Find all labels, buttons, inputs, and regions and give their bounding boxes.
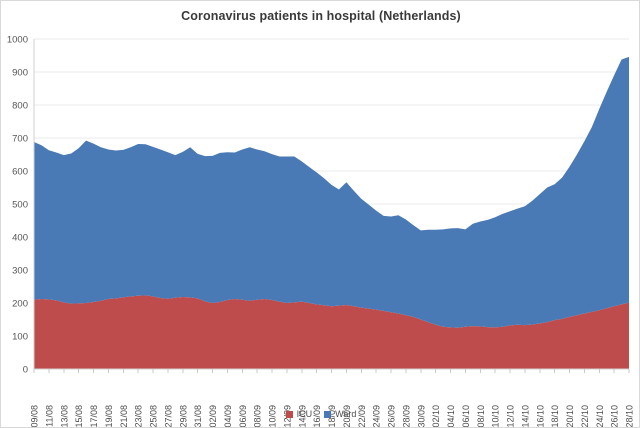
y-axis-tick-label: 300: [12, 265, 28, 276]
x-axis-tick-label: 24/10: [595, 405, 605, 428]
chart-title: Coronavirus patients in hospital (Nether…: [181, 9, 461, 23]
legend-swatch-icon: [285, 410, 293, 418]
chart-legend: ICU Ward: [1, 409, 639, 419]
x-axis-tick-label: 26/10: [610, 405, 620, 428]
x-axis-tick-label: 14/09: [297, 405, 307, 428]
x-axis-tick-label: 20/10: [565, 405, 575, 428]
x-axis-tick-label: 22/09: [357, 405, 367, 428]
x-axis-tick-label: 29/08: [178, 405, 188, 428]
x-axis-tick-label: 06/09: [238, 405, 248, 428]
y-axis-tick-label: 700: [12, 133, 28, 144]
y-axis-tick-label: 0: [23, 364, 28, 375]
x-axis-tick-label: 12/10: [506, 405, 516, 428]
x-axis-tick-label: 06/10: [461, 405, 471, 428]
x-axis-tick-label: 28/10: [625, 405, 635, 428]
y-axis-tick-label: 800: [12, 100, 28, 111]
x-axis-tick-label: 20/09: [342, 405, 352, 428]
x-axis-tick-label: 17/08: [89, 405, 99, 428]
x-axis-tick-label: 26/09: [387, 405, 397, 428]
x-axis-tick-label: 14/10: [520, 405, 530, 428]
x-axis-tick-label: 22/10: [580, 405, 590, 428]
x-axis-tick-label: 18/09: [327, 405, 337, 428]
x-axis-tick-label: 24/09: [372, 405, 382, 428]
x-axis-tick-label: 15/08: [74, 405, 84, 428]
x-axis-tick-label: 19/08: [104, 405, 114, 428]
x-axis-tick-label: 02/09: [208, 405, 218, 428]
x-axis-tick-label: 08/09: [253, 405, 263, 428]
x-axis-tick-label: 31/08: [193, 405, 203, 428]
y-axis-tick-label: 600: [12, 166, 28, 177]
x-axis-tick-label: 09/08: [30, 405, 40, 428]
area-series-ward: [34, 56, 629, 328]
x-axis-tick-label: 18/10: [550, 405, 560, 428]
legend-label: Ward: [335, 409, 357, 419]
y-axis-tick-label: 500: [12, 199, 28, 210]
x-axis-tick-label: 16/10: [535, 405, 545, 428]
x-axis-tick-label: 13/08: [59, 405, 69, 428]
y-axis-tick-label: 100: [12, 331, 28, 342]
y-axis-tick-label: 200: [12, 298, 28, 309]
x-axis-tick-label: 28/09: [401, 405, 411, 428]
area-series-group: [34, 56, 629, 369]
y-axis-labels-group: 0 100 200 300 400 500 600 700 800 900 1000: [7, 34, 28, 375]
x-axis-tick-label: 27/08: [163, 405, 173, 428]
y-axis-tick-label: 900: [12, 67, 28, 78]
axis-lines-group: [33, 39, 630, 373]
x-axis-tick-label: 25/08: [149, 405, 159, 428]
legend-label: ICU: [296, 409, 313, 419]
x-axis-tick-label: 10/09: [268, 405, 278, 428]
legend-swatch-icon: [324, 410, 332, 418]
x-axis-tick-label: 10/10: [491, 405, 501, 428]
legend-entry-ward[interactable]: Ward: [324, 409, 356, 419]
x-axis-tick-label: 23/08: [134, 405, 144, 428]
x-axis-tick-label: 02/10: [431, 405, 441, 428]
x-axis-tick-label: 11/08: [44, 405, 54, 427]
x-axis-labels-group: 09/08 11/08 13/08 15/08 17/08 19/08 21/08 23/08…: [30, 405, 635, 428]
x-axis-tick-label: 21/08: [119, 405, 129, 428]
x-axis-tick-label: 08/10: [476, 405, 486, 428]
x-axis-tick-label: 30/09: [416, 405, 426, 428]
y-axis-tick-label: 400: [12, 232, 28, 243]
x-axis-tick-label: 04/09: [223, 405, 233, 428]
y-axis-tick-label: 1000: [7, 34, 28, 45]
area-series-icu: [34, 295, 629, 369]
legend-entry-icu[interactable]: ICU: [285, 409, 313, 419]
x-axis-tick-label: 16/09: [312, 405, 322, 428]
x-axis-tick-label: 04/10: [446, 405, 456, 428]
